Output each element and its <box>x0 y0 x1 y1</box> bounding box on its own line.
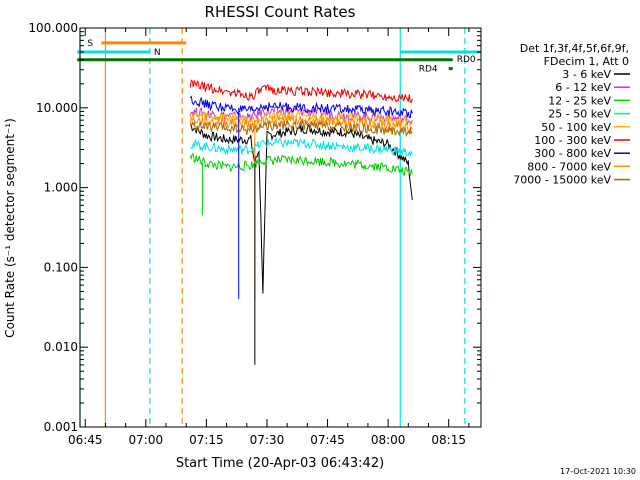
legend-entry-label: 100 - 300 keV <box>534 134 611 147</box>
x-axis-label: Start Time (20-Apr-03 06:43:42) <box>176 456 384 471</box>
flag-rd0-label: RD0 <box>457 55 476 65</box>
legend-entry-label: 25 - 50 keV <box>548 108 611 121</box>
flag-rd4-label: RD4 <box>419 65 438 75</box>
y-tick-label: 0.001 <box>44 420 78 434</box>
series-line-50-100-kev <box>189 109 413 128</box>
series-line-7000-15000-kev <box>189 119 413 138</box>
y-tick-label: 1.000 <box>44 181 78 195</box>
timestamp: 17-Oct-2021 10:30 <box>560 467 636 476</box>
legend-entry-label: 12 - 25 keV <box>548 94 611 107</box>
x-tick-label: 07:15 <box>189 433 224 447</box>
flag-s-label: S <box>87 39 93 49</box>
legend-entry-label: 7000 - 15000 keV <box>513 174 611 187</box>
y-tick-label: 10.000 <box>36 101 78 115</box>
flag-n-label: N <box>154 48 161 58</box>
axis-layer: 0.001 0.010 0.100 1.000 10.000 100.000 06:45 07… <box>28 21 481 447</box>
legend-header-line-1: Det 1f,3f,4f,5f,6f,9f, <box>520 42 629 55</box>
series-line-3-6-kev <box>190 124 413 294</box>
series-line-12-25-kev <box>189 153 413 178</box>
legend: Det 1f,3f,4f,5f,6f,9f, FDecim 1, Att 0 3… <box>513 42 630 187</box>
x-tick-label: 07:45 <box>310 433 345 447</box>
plot-frame <box>79 27 482 428</box>
x-tick-label: 06:45 <box>68 433 103 447</box>
series-line-300-800-kev <box>189 95 413 118</box>
data-layer <box>79 28 466 427</box>
flag-layer: S N RD0 RD4 <box>77 39 481 75</box>
x-tick-label: 07:00 <box>129 433 164 447</box>
series-line-25-50-kev <box>189 136 413 157</box>
y-tick-label: 100.000 <box>28 21 78 35</box>
x-tick-label: 07:30 <box>250 433 285 447</box>
y-tick-label: 0.010 <box>44 340 78 354</box>
legend-entry-label: 800 - 7000 keV <box>527 160 611 173</box>
y-tick-label: 0.100 <box>44 260 78 274</box>
legend-entry-label: 300 - 800 keV <box>534 147 611 160</box>
legend-entry-label: 6 - 12 keV <box>555 81 611 94</box>
legend-entry-label: 50 - 100 keV <box>541 121 611 134</box>
legend-header-line-2: FDecim 1, Att 0 <box>544 55 629 68</box>
x-tick-label: 08:15 <box>431 433 466 447</box>
legend-entry-label: 3 - 6 keV <box>562 68 611 81</box>
x-tick-label: 08:00 <box>371 433 406 447</box>
series-line-100-300-kev <box>189 79 413 103</box>
y-axis-label: Count Rate (s⁻¹ detector segment⁻¹) <box>3 118 17 338</box>
chart-title: RHESSI Count Rates <box>205 3 356 21</box>
series-line-800-7000-kev <box>189 114 413 135</box>
